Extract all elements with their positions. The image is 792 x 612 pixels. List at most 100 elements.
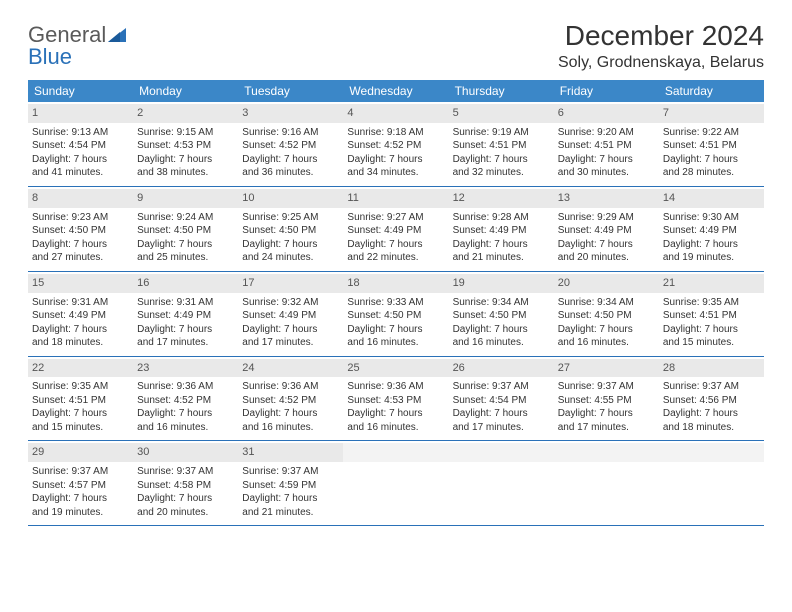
sunset-line: Sunset: 4:49 PM [32,309,129,323]
day-number: 15 [28,274,133,293]
daylight-line: Daylight: 7 hours [453,407,550,421]
month-title: December 2024 [558,20,764,52]
daylight-line: and 16 minutes. [347,336,444,350]
daylight-line: and 17 minutes. [137,336,234,350]
sunset-line: Sunset: 4:53 PM [347,394,444,408]
day-cell: 20Sunrise: 9:34 AMSunset: 4:50 PMDayligh… [554,272,659,356]
day-number: 19 [449,274,554,293]
day-cell: 4Sunrise: 9:18 AMSunset: 4:52 PMDaylight… [343,102,448,186]
sunrise-line: Sunrise: 9:15 AM [137,126,234,140]
daylight-line: and 16 minutes. [137,421,234,435]
daylight-line: Daylight: 7 hours [347,407,444,421]
daylight-line: and 18 minutes. [32,336,129,350]
sunrise-line: Sunrise: 9:37 AM [453,380,550,394]
daylight-line: and 16 minutes. [242,421,339,435]
daylight-line: Daylight: 7 hours [663,407,760,421]
day-cell: 30Sunrise: 9:37 AMSunset: 4:58 PMDayligh… [133,441,238,525]
sunset-line: Sunset: 4:52 PM [347,139,444,153]
daylight-line: Daylight: 7 hours [663,238,760,252]
sunset-line: Sunset: 4:55 PM [558,394,655,408]
day-cell: 6Sunrise: 9:20 AMSunset: 4:51 PMDaylight… [554,102,659,186]
day-number: 8 [28,189,133,208]
week-row: 15Sunrise: 9:31 AMSunset: 4:49 PMDayligh… [28,272,764,357]
daylight-line: Daylight: 7 hours [242,323,339,337]
sunrise-line: Sunrise: 9:37 AM [32,465,129,479]
sunrise-line: Sunrise: 9:31 AM [32,296,129,310]
day-number: 27 [554,359,659,378]
day-number: 24 [238,359,343,378]
day-number: 7 [659,104,764,123]
day-number: 5 [449,104,554,123]
day-cell: 7Sunrise: 9:22 AMSunset: 4:51 PMDaylight… [659,102,764,186]
sunrise-line: Sunrise: 9:18 AM [347,126,444,140]
daylight-line: Daylight: 7 hours [32,492,129,506]
day-number: 31 [238,443,343,462]
day-number: 25 [343,359,448,378]
daylight-line: Daylight: 7 hours [32,323,129,337]
day-cell: 5 Sunrise: 9:19 AMSunset: 4:51 PMDaylight… [449,102,554,186]
sunrise-line: Sunrise: 9:19 AM [453,126,550,140]
logo: General Blue [28,24,126,68]
week-row: 22Sunrise: 9:35 AMSunset: 4:51 PMDayligh… [28,357,764,442]
daylight-line: Daylight: 7 hours [137,153,234,167]
day-cell: 28Sunrise: 9:37 AMSunset: 4:56 PMDayligh… [659,357,764,441]
logo-text-bottom: Blue [28,44,72,69]
daylight-line: Daylight: 7 hours [32,407,129,421]
day-number: . [449,443,554,462]
sunrise-line: Sunrise: 9:33 AM [347,296,444,310]
day-number: 22 [28,359,133,378]
daylight-line: Daylight: 7 hours [453,323,550,337]
day-number: 18 [343,274,448,293]
daylight-line: and 25 minutes. [137,251,234,265]
sunset-line: Sunset: 4:52 PM [242,394,339,408]
daylight-line: Daylight: 7 hours [242,238,339,252]
sunset-line: Sunset: 4:54 PM [453,394,550,408]
day-cell: 31Sunrise: 9:37 AMSunset: 4:59 PMDayligh… [238,441,343,525]
day-cell: 3Sunrise: 9:16 AMSunset: 4:52 PMDaylight… [238,102,343,186]
day-number: 20 [554,274,659,293]
day-number: 13 [554,189,659,208]
daylight-line: Daylight: 7 hours [137,492,234,506]
daylight-line: Daylight: 7 hours [242,153,339,167]
logo-triangle-icon [108,24,126,46]
daylight-line: Daylight: 7 hours [453,153,550,167]
daylight-line: and 28 minutes. [663,166,760,180]
day-number: 11 [343,189,448,208]
sunset-line: Sunset: 4:51 PM [663,309,760,323]
sunset-line: Sunset: 4:49 PM [558,224,655,238]
day-cell: 1Sunrise: 9:13 AMSunset: 4:54 PMDaylight… [28,102,133,186]
day-cell: 11Sunrise: 9:27 AMSunset: 4:49 PMDayligh… [343,187,448,271]
sunset-line: Sunset: 4:50 PM [453,309,550,323]
sunrise-line: Sunrise: 9:22 AM [663,126,760,140]
sunrise-line: Sunrise: 9:31 AM [137,296,234,310]
sunrise-line: Sunrise: 9:23 AM [32,211,129,225]
day-number: 2 [133,104,238,123]
daylight-line: and 41 minutes. [32,166,129,180]
day-number: 28 [659,359,764,378]
sunrise-line: Sunrise: 9:37 AM [242,465,339,479]
day-number: 1 [28,104,133,123]
day-number: 26 [449,359,554,378]
sunrise-line: Sunrise: 9:25 AM [242,211,339,225]
daylight-line: and 19 minutes. [32,506,129,520]
sunset-line: Sunset: 4:51 PM [453,139,550,153]
daylight-line: and 20 minutes. [137,506,234,520]
sunrise-line: Sunrise: 9:30 AM [663,211,760,225]
day-cell: 21Sunrise: 9:35 AMSunset: 4:51 PMDayligh… [659,272,764,356]
day-cell: 9Sunrise: 9:24 AMSunset: 4:50 PMDaylight… [133,187,238,271]
day-number: 30 [133,443,238,462]
sunset-line: Sunset: 4:49 PM [242,309,339,323]
day-number: . [343,443,448,462]
daylight-line: and 17 minutes. [453,421,550,435]
sunset-line: Sunset: 4:49 PM [663,224,760,238]
sunset-line: Sunset: 4:51 PM [663,139,760,153]
daylight-line: Daylight: 7 hours [558,407,655,421]
sunrise-line: Sunrise: 9:35 AM [32,380,129,394]
daylight-line: and 18 minutes. [663,421,760,435]
sunset-line: Sunset: 4:52 PM [137,394,234,408]
sunrise-line: Sunrise: 9:36 AM [347,380,444,394]
sunrise-line: Sunrise: 9:34 AM [558,296,655,310]
day-cell: 17Sunrise: 9:32 AMSunset: 4:49 PMDayligh… [238,272,343,356]
day-number: 6 [554,104,659,123]
day-number: . [554,443,659,462]
